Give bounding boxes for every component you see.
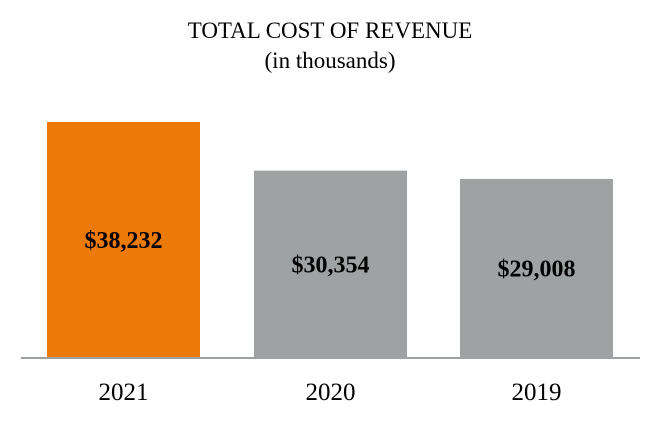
data-label-2020: $30,354 <box>292 252 370 278</box>
chart-subtitle: (in thousands) <box>265 48 396 73</box>
x-tick-label-2020: 2020 <box>306 379 356 406</box>
bars-group <box>47 122 613 358</box>
bar-2019 <box>460 178 613 358</box>
x-tick-label-2019: 2019 <box>512 379 562 406</box>
data-label-2019: $29,008 <box>498 256 576 282</box>
bar-2021 <box>47 122 200 358</box>
data-label-2021: $38,232 <box>85 228 163 254</box>
x-tick-label-2021: 2021 <box>99 379 149 406</box>
bar-2020 <box>254 170 407 358</box>
labels-group: $38,232 2021 $30,354 2020 $29,008 2019 <box>85 228 576 406</box>
chart-title: TOTAL COST OF REVENUE <box>188 18 473 43</box>
